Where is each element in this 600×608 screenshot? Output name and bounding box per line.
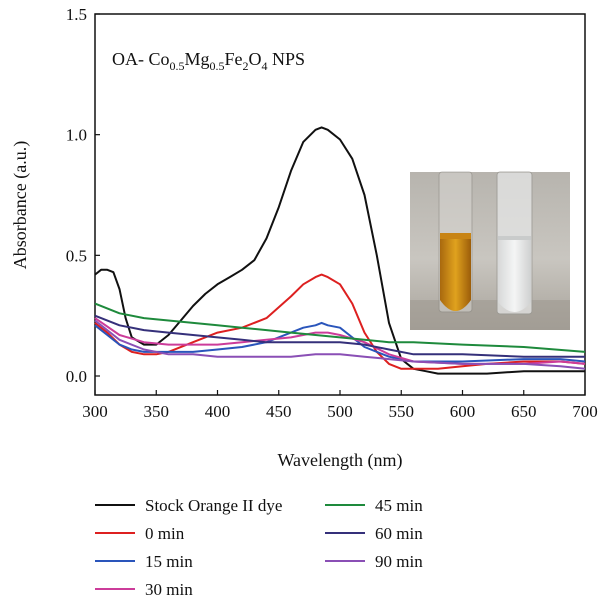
x-tick-label: 350 [144, 402, 170, 421]
legend-item: 30 min [95, 580, 193, 599]
x-axis-title: Wavelength (nm) [277, 450, 402, 471]
clear-tube [496, 171, 533, 315]
legend-label: 60 min [375, 524, 423, 543]
legend-item: 60 min [325, 524, 423, 543]
legend-label: 0 min [145, 524, 185, 543]
y-tick-label: 0.5 [66, 246, 87, 265]
x-tick-label: 500 [327, 402, 353, 421]
y-axis-title: Absorbance (a.u.) [10, 141, 31, 269]
legend-label: 15 min [145, 552, 193, 571]
legend-label: 45 min [375, 496, 423, 515]
legend-item: Stock Orange II dye [95, 496, 282, 515]
series-lines [94, 126, 586, 375]
legend-label: 30 min [145, 580, 193, 599]
legend-item: 0 min [95, 524, 185, 543]
series-line-6 [94, 319, 586, 370]
y-tick-label: 1.5 [66, 5, 87, 24]
x-tick-label: 450 [266, 402, 292, 421]
inset-photo [410, 171, 570, 330]
y-tick-label: 1.0 [66, 126, 87, 145]
legend-label: 90 min [375, 552, 423, 571]
x-tick-label: 300 [82, 402, 108, 421]
x-tick-label: 400 [205, 402, 231, 421]
series-line-1 [94, 273, 586, 370]
series-line-4 [94, 302, 586, 353]
legend: Stock Orange II dye 0 min 15 min 30 min 45 m… [95, 496, 423, 599]
series-line-5 [94, 314, 585, 358]
x-tick-label: 600 [450, 402, 476, 421]
x-tick-label: 550 [389, 402, 415, 421]
sample-annotation: OA- Co0.5Mg0.5Fe2O4 NPS [112, 49, 305, 73]
dye-tube [438, 171, 473, 313]
legend-item: 15 min [95, 552, 193, 571]
axes: 300 350 400 450 500 550 600 650 700 0.0 0.5 1.0 1.5 [66, 5, 598, 421]
y-tick-label: 0.0 [66, 367, 87, 386]
x-tick-label: 650 [511, 402, 537, 421]
legend-label: Stock Orange II dye [145, 496, 282, 515]
legend-item: 90 min [325, 552, 423, 571]
legend-item: 45 min [325, 496, 423, 515]
x-tick-label: 700 [572, 402, 598, 421]
